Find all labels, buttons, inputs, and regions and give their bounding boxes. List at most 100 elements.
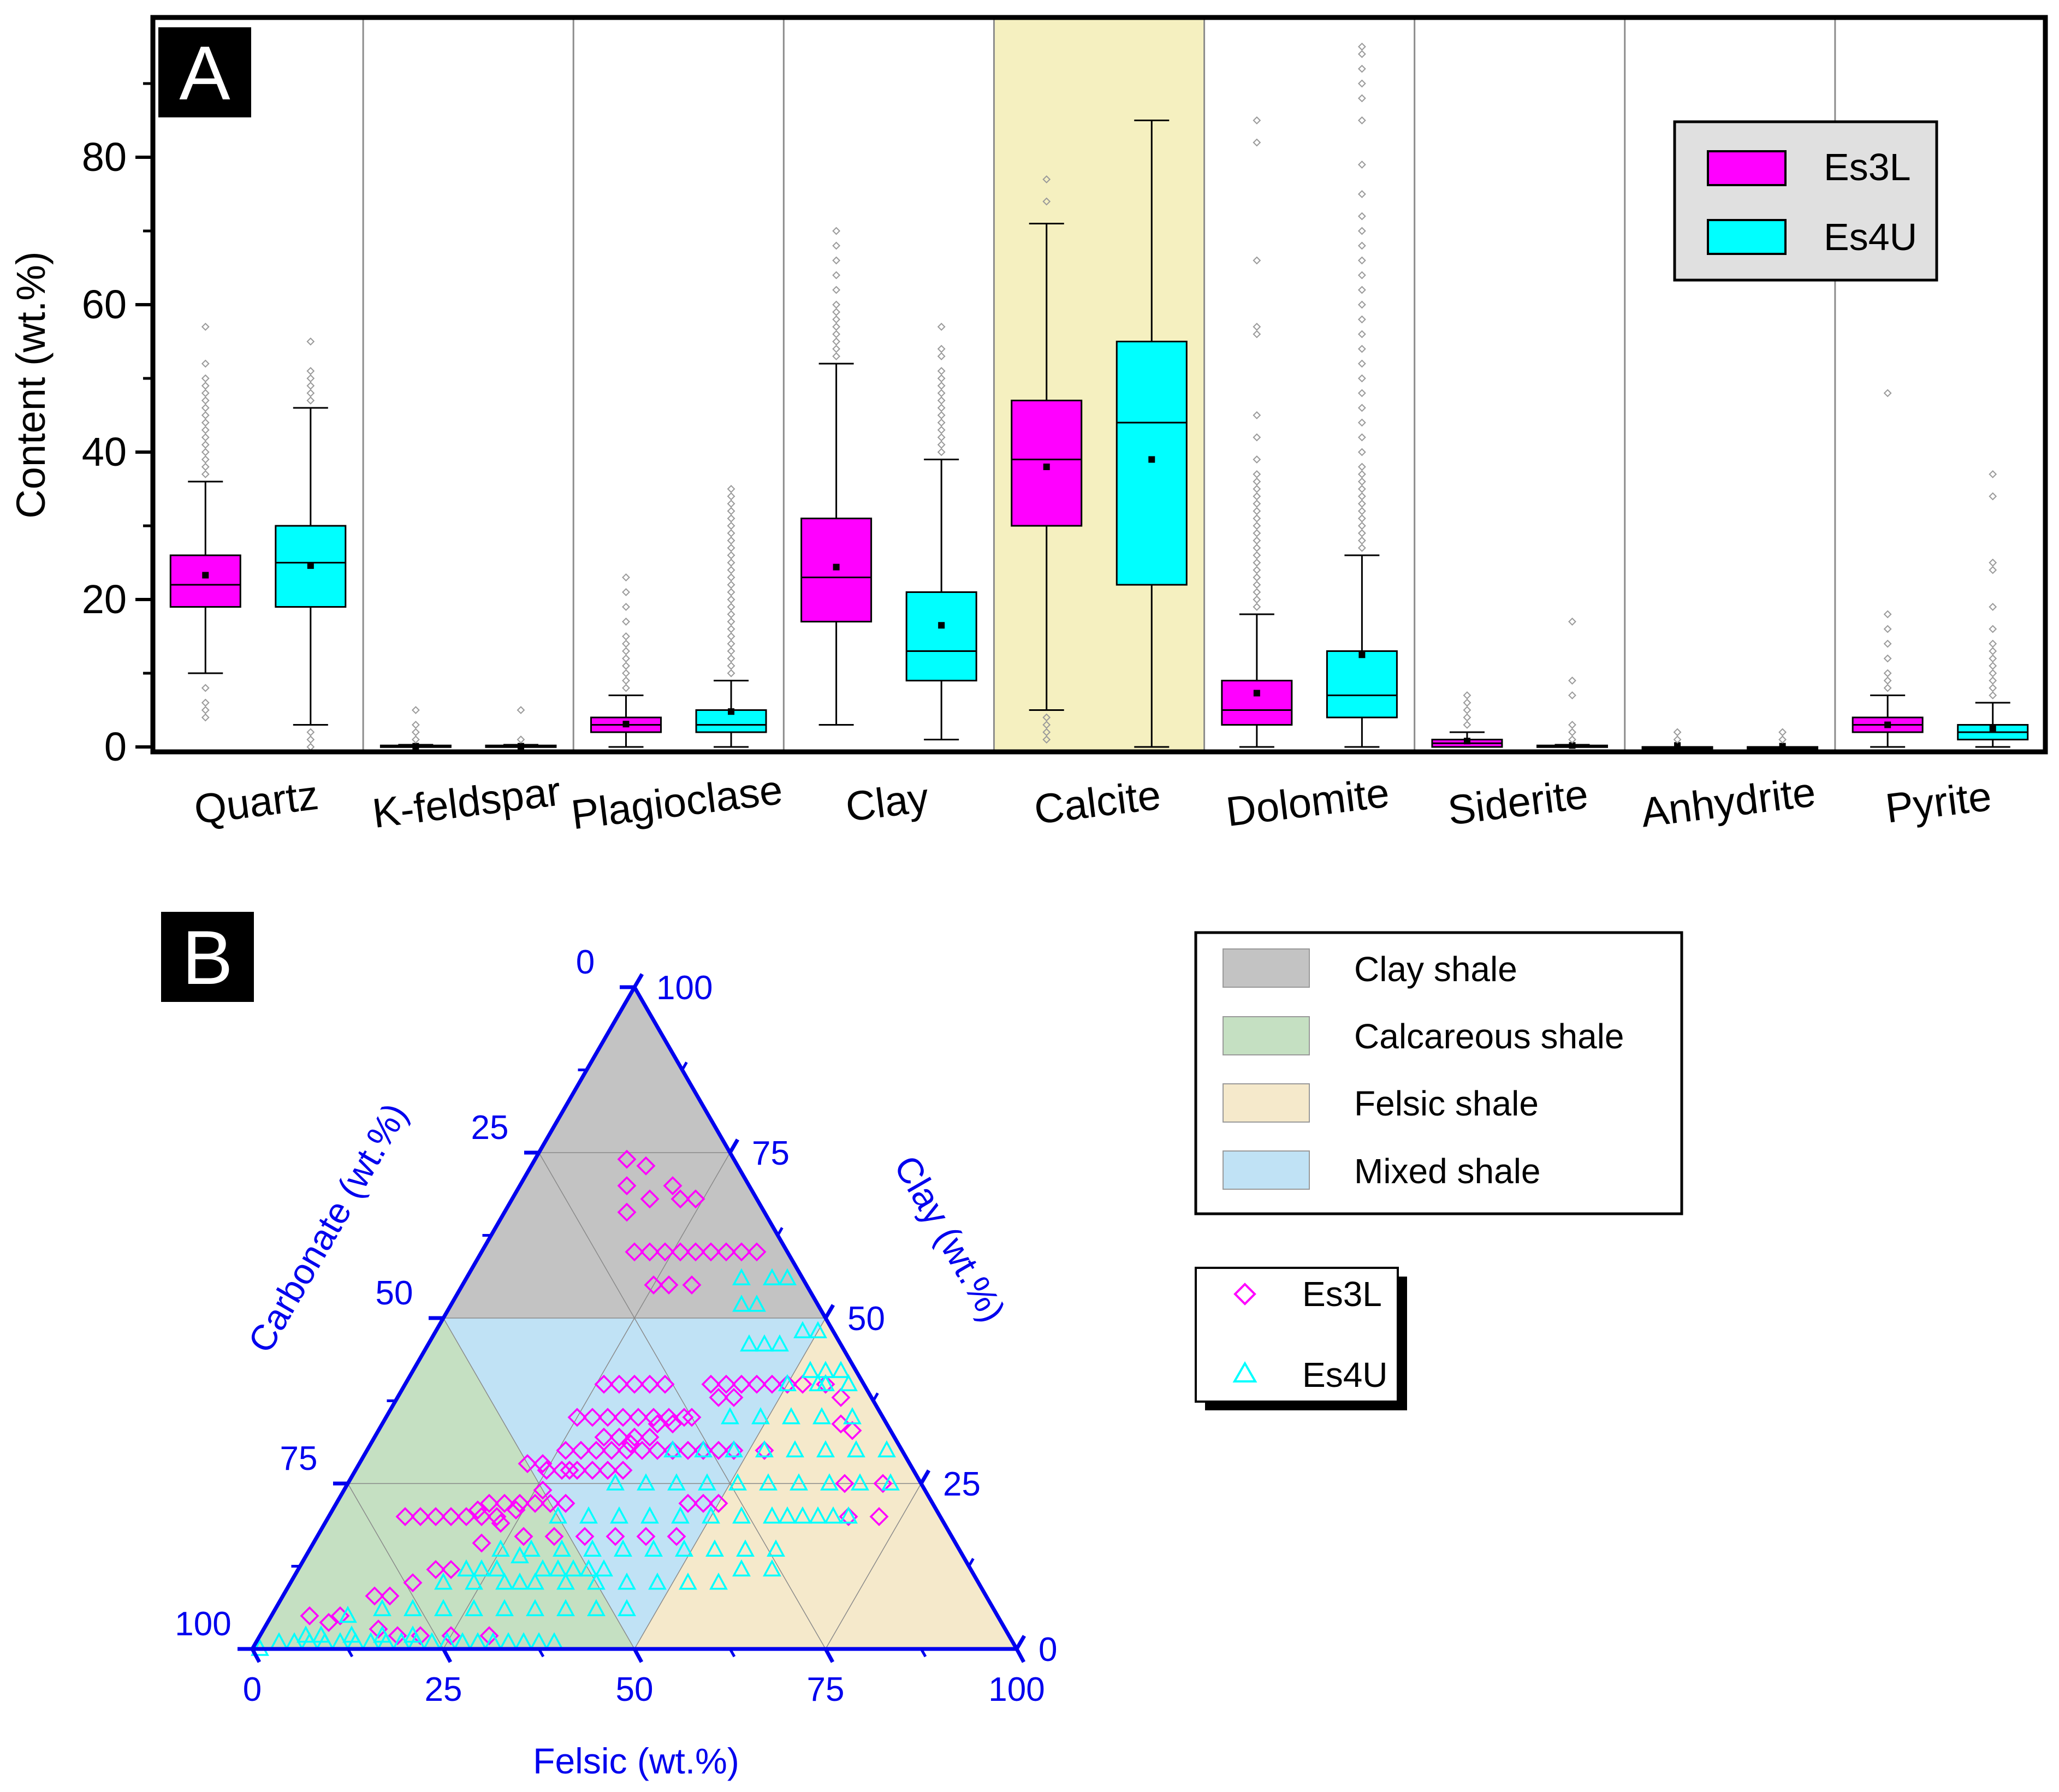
- box-es3l-plagioclase: [590, 573, 662, 748]
- outlier: [1357, 190, 1366, 198]
- point-es4u: [751, 1407, 770, 1425]
- box-iqr: [1221, 680, 1293, 726]
- point-es3l: [567, 1408, 587, 1427]
- box-mean: [1043, 464, 1050, 470]
- point-es4u: [637, 1473, 655, 1491]
- outlier: [937, 367, 946, 375]
- point-es4u: [522, 1539, 541, 1557]
- point-es4u: [732, 1559, 751, 1577]
- box-es4u-clay: [905, 323, 977, 740]
- point-es4u: [457, 1559, 476, 1577]
- outlier: [411, 735, 420, 744]
- grid-line: [347, 1483, 444, 1649]
- outlier: [201, 389, 210, 397]
- series-legend-frame: [1195, 1267, 1399, 1403]
- panel-a: 0 20 40 60 80 Quartz K-feldspar Plagioclase Cla…: [8, 15, 2048, 839]
- point-es3l: [655, 1242, 675, 1262]
- point-es4u: [606, 1473, 625, 1491]
- point-es3l: [701, 1242, 721, 1262]
- point-es4u: [648, 1573, 667, 1590]
- point-es4u: [778, 1506, 797, 1524]
- clay-tick: [919, 1469, 931, 1485]
- felsic-minor-tick: [919, 1648, 927, 1658]
- point-es4u: [847, 1440, 865, 1458]
- point-es4u: [610, 1506, 628, 1524]
- point-es4u: [556, 1573, 575, 1590]
- outlier: [832, 271, 841, 280]
- point-es3l: [613, 1408, 633, 1427]
- outlier: [1253, 500, 1261, 508]
- point-es3l: [617, 1440, 637, 1460]
- point-es3l: [701, 1374, 721, 1394]
- carbonate-tick-label: 75: [280, 1440, 318, 1477]
- point-es3l: [693, 1440, 713, 1460]
- outlier: [1042, 735, 1051, 744]
- outlier: [727, 492, 735, 501]
- outlier: [201, 411, 210, 419]
- clay-minor-tick: [681, 1061, 688, 1071]
- point-es4u: [698, 1473, 716, 1491]
- y-axis-title: Content (wt.%): [8, 251, 54, 518]
- outlier: [1883, 610, 1892, 619]
- outlier: [1357, 448, 1366, 456]
- outlier: [832, 308, 841, 316]
- point-es3l: [659, 1408, 679, 1427]
- outlier: [201, 462, 210, 471]
- outlier: [1357, 544, 1366, 552]
- point-es4u: [763, 1506, 781, 1524]
- point-es4u: [511, 1546, 529, 1564]
- point-es3l: [441, 1507, 461, 1527]
- outlier: [1463, 721, 1471, 729]
- clay-tick: [1014, 1635, 1026, 1650]
- point-es4u: [793, 1506, 812, 1524]
- legend-swatch-calcareous-shale: [1223, 1016, 1310, 1055]
- outlier: [201, 323, 210, 331]
- point-es3l: [716, 1242, 736, 1262]
- point-es4u: [851, 1473, 869, 1491]
- box-iqr: [1011, 400, 1083, 527]
- box-iqr: [1115, 341, 1188, 586]
- point-es4u: [667, 1473, 686, 1491]
- carbonate-tick-label: 0: [576, 944, 595, 981]
- point-es4u: [740, 1334, 758, 1352]
- point-es4u: [679, 1573, 697, 1590]
- outlier: [832, 300, 841, 309]
- point-es3l: [655, 1374, 675, 1394]
- legend-swatch-mixed-shale: [1223, 1150, 1310, 1190]
- box-mean: [1148, 456, 1155, 463]
- outlier: [1253, 256, 1261, 265]
- point-es3l: [567, 1461, 587, 1480]
- point-es4u: [839, 1374, 858, 1391]
- outlier: [1253, 433, 1261, 442]
- outlier: [1253, 566, 1261, 574]
- y-tick-label: 80: [82, 134, 127, 180]
- outlier: [832, 227, 841, 235]
- point-es4u: [556, 1599, 575, 1617]
- panel-b-label: B: [182, 915, 233, 1000]
- outlier: [1357, 389, 1366, 397]
- point-es3l: [732, 1242, 751, 1262]
- outlier: [832, 352, 841, 360]
- box-mean: [412, 743, 419, 750]
- outlier: [1253, 507, 1261, 515]
- point-es3l: [602, 1440, 621, 1460]
- outlier: [1989, 639, 1997, 648]
- clay-tick-label: 75: [752, 1135, 790, 1172]
- point-es3l: [617, 1149, 637, 1169]
- panel-b: B 0 0 0 25 25 25 50 50 50 75 75 75 100 100 100 Felsic …: [161, 912, 1683, 1781]
- box-mean: [1989, 725, 1996, 732]
- box-es4u-k-feldspar: [485, 706, 557, 750]
- outlier: [832, 345, 841, 353]
- outlier: [937, 345, 946, 353]
- outlier: [622, 603, 630, 611]
- point-es4u: [732, 1506, 751, 1524]
- box-mean: [1779, 743, 1786, 750]
- point-es3l: [369, 1619, 388, 1639]
- y-axis: 0 20 40 60 80: [82, 82, 153, 769]
- legend-label-es4u-b: Es4U: [1302, 1355, 1388, 1395]
- point-es4u: [434, 1599, 453, 1617]
- outlier: [1989, 559, 1997, 567]
- panel-b-badge: [161, 912, 254, 1002]
- point-es3l: [426, 1507, 446, 1527]
- point-es4u: [587, 1573, 606, 1590]
